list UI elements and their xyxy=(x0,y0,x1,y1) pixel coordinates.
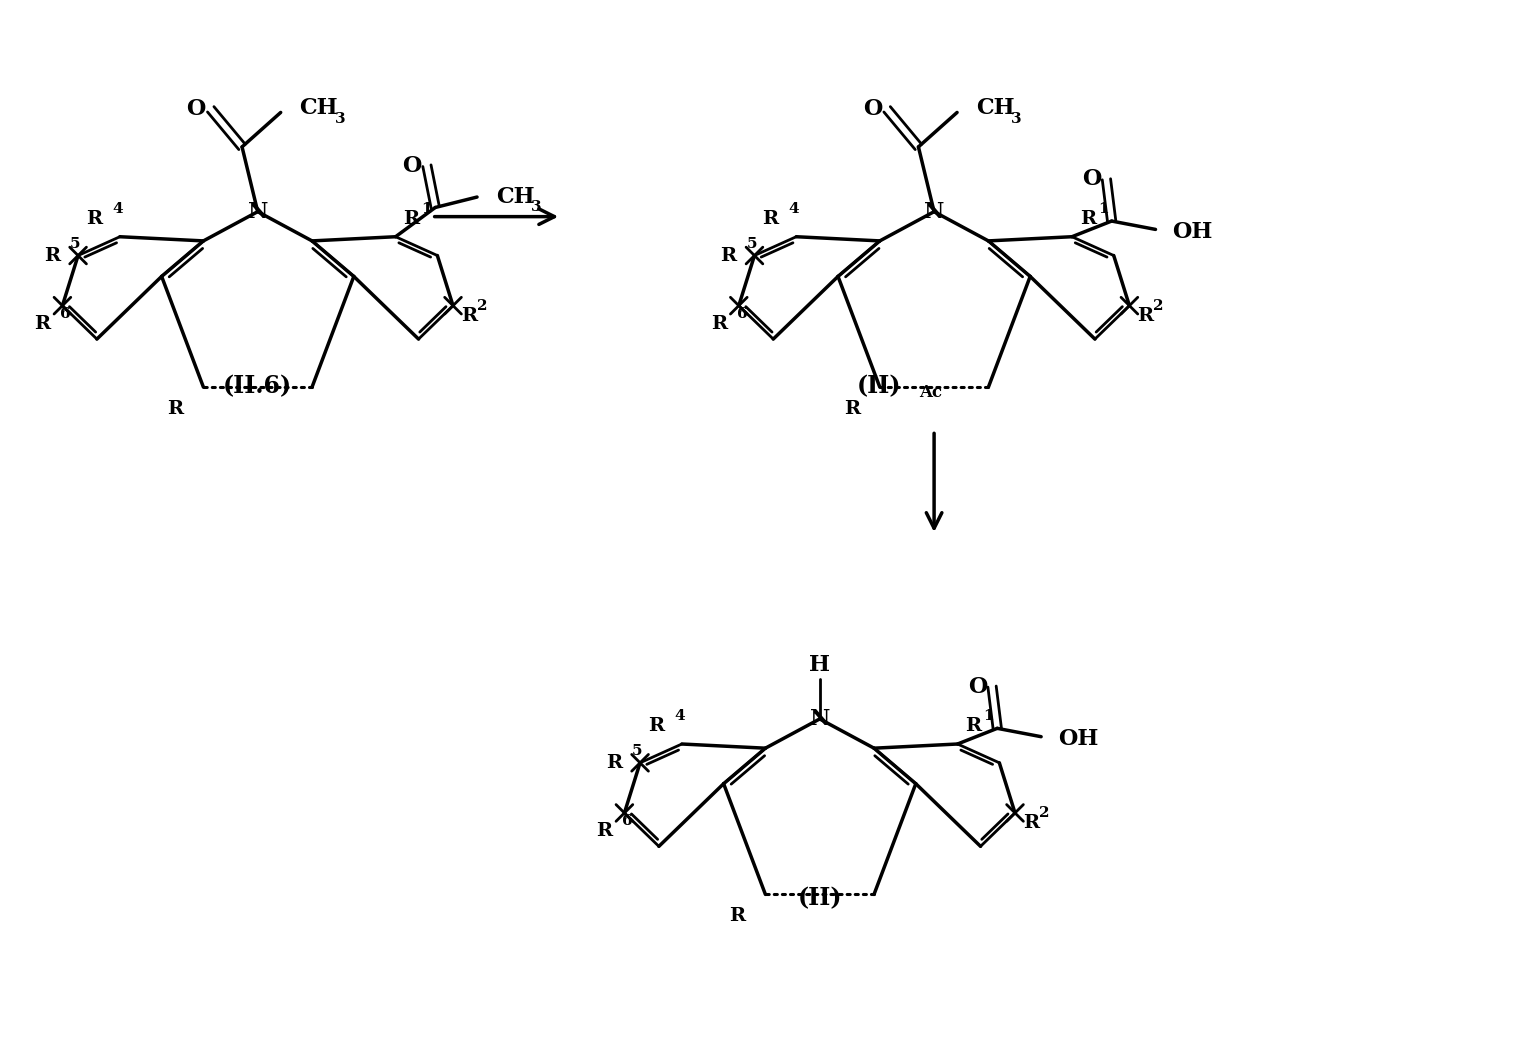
Text: R: R xyxy=(167,401,184,418)
Text: 5: 5 xyxy=(747,237,756,250)
Text: CH: CH xyxy=(975,97,1015,119)
Text: R: R xyxy=(86,210,103,227)
Text: R: R xyxy=(597,822,612,840)
Text: (II): (II) xyxy=(798,886,842,909)
Text: 6: 6 xyxy=(623,814,632,828)
Text: R: R xyxy=(34,315,51,333)
Text: 4: 4 xyxy=(788,202,799,216)
Text: 1: 1 xyxy=(983,709,994,723)
Text: R: R xyxy=(461,307,478,324)
Text: R: R xyxy=(404,210,419,227)
Text: N: N xyxy=(810,708,830,730)
Text: 3: 3 xyxy=(335,112,346,126)
Text: R: R xyxy=(44,246,60,265)
Text: H: H xyxy=(810,654,830,676)
Text: 2: 2 xyxy=(1040,806,1049,820)
Text: R: R xyxy=(1023,814,1040,832)
Text: R: R xyxy=(1079,210,1096,227)
Text: OH: OH xyxy=(1173,220,1213,243)
Text: 2: 2 xyxy=(1153,298,1164,313)
Text: (II.6): (II.6) xyxy=(224,373,292,397)
Text: 5: 5 xyxy=(632,744,643,758)
Text: CH: CH xyxy=(496,186,534,208)
Text: 2: 2 xyxy=(476,298,487,313)
Text: 1: 1 xyxy=(1098,202,1108,216)
Text: 6: 6 xyxy=(60,307,70,320)
Text: O: O xyxy=(1082,168,1101,190)
Text: O: O xyxy=(403,154,423,176)
Text: N: N xyxy=(923,200,945,222)
Text: 6: 6 xyxy=(736,307,747,320)
Text: R: R xyxy=(648,718,664,735)
Text: O: O xyxy=(187,98,205,120)
Text: OH: OH xyxy=(1058,728,1098,750)
Text: R: R xyxy=(966,718,981,735)
Text: 1: 1 xyxy=(421,202,432,216)
Text: 5: 5 xyxy=(70,237,81,250)
Text: 3: 3 xyxy=(531,200,542,215)
Text: (II): (II) xyxy=(857,373,902,397)
Text: R: R xyxy=(721,246,736,265)
Text: R: R xyxy=(844,401,860,418)
Text: 4: 4 xyxy=(112,202,122,216)
Text: 3: 3 xyxy=(1012,112,1023,126)
Text: Ac: Ac xyxy=(919,384,942,402)
Text: O: O xyxy=(863,98,882,120)
Text: CH: CH xyxy=(300,97,338,119)
Text: O: O xyxy=(968,676,987,698)
Text: R: R xyxy=(1138,307,1153,324)
Text: 4: 4 xyxy=(674,709,684,723)
Text: R: R xyxy=(729,907,746,925)
Text: R: R xyxy=(606,754,622,772)
Text: R: R xyxy=(762,210,778,227)
Text: N: N xyxy=(248,200,268,222)
Text: R: R xyxy=(710,315,727,333)
